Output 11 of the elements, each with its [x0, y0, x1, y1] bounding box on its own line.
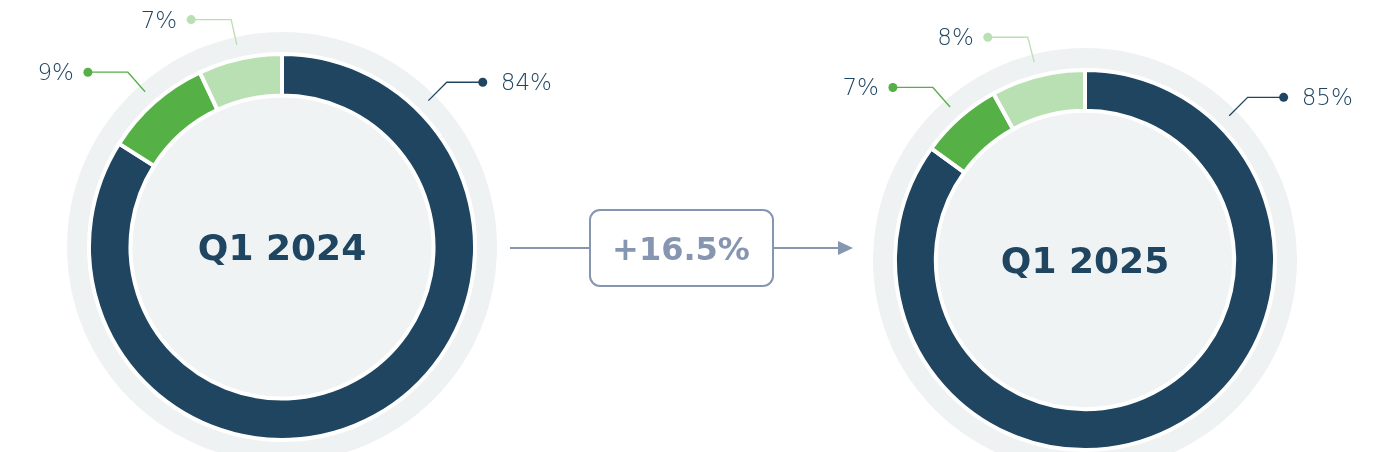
text: +16.5%: [612, 230, 750, 268]
data-label: 7%: [842, 74, 879, 101]
data-label: 9%: [37, 59, 74, 86]
data-label: 84%: [500, 69, 552, 96]
data-label: 7%: [140, 6, 178, 33]
data-label: 85%: [1301, 84, 1353, 111]
donut-slice: [893, 68, 1277, 452]
text: Q1 2025: [1000, 240, 1170, 281]
donut-slice: [87, 52, 477, 442]
data-label: 8%: [937, 24, 974, 51]
text: Q1 2024: [197, 227, 367, 268]
